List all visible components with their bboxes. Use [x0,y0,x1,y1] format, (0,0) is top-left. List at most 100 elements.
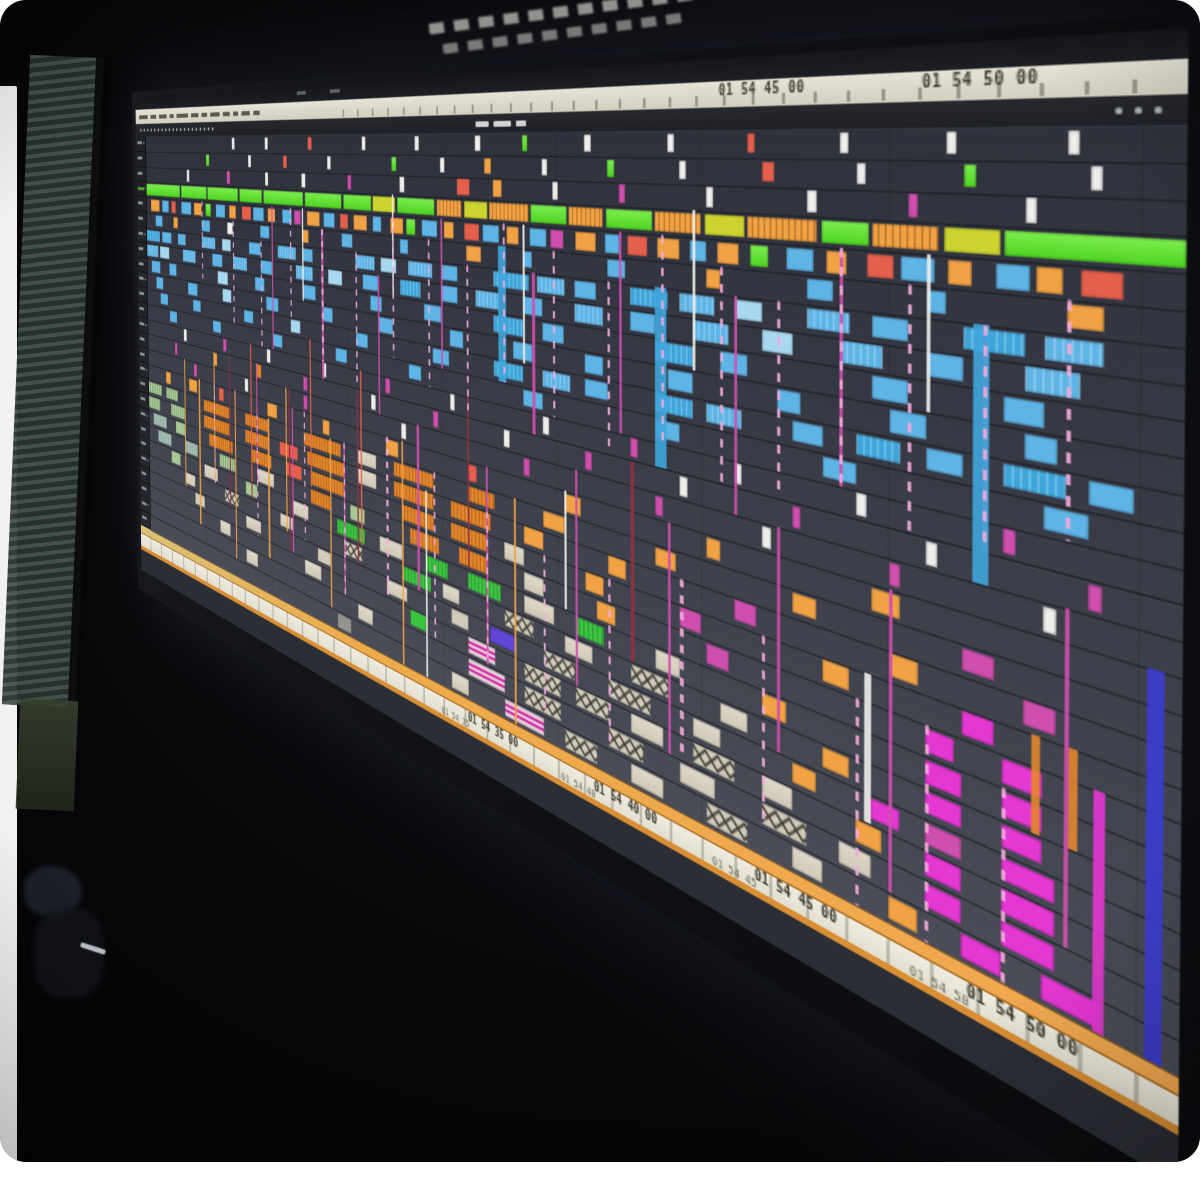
toolbar-button[interactable] [179,127,182,131]
track-header[interactable] [136,166,146,183]
timeline-clip[interactable] [762,525,771,550]
timeline-clip[interactable] [474,135,481,152]
timeline-clip[interactable] [866,253,894,279]
timeline-clip[interactable] [186,169,190,182]
timeline-clip[interactable] [254,277,265,292]
timeline-clip[interactable] [489,202,529,222]
timeline-clip[interactable] [260,225,270,240]
timeline-clip[interactable] [253,207,264,221]
timeline-clip[interactable] [361,136,366,151]
timeline-clip[interactable] [327,155,331,170]
timeline-clip[interactable] [716,242,740,265]
timeline-clip[interactable] [205,154,210,167]
toolbar-button[interactable] [515,119,527,126]
timeline-clip[interactable] [162,200,169,213]
timeline-clip[interactable] [630,438,639,459]
timeline-clip[interactable] [223,338,227,352]
timeline-clip[interactable] [205,203,211,217]
timeline-clip[interactable] [181,185,207,200]
timeline-clip[interactable] [175,420,186,437]
timeline-clip[interactable] [244,378,249,392]
timeline-clip[interactable] [188,282,198,297]
sync-bead-chain[interactable] [923,724,929,944]
track-header[interactable] [136,151,146,167]
clip-edge-marker[interactable] [563,490,567,610]
timeline-clip[interactable] [873,223,938,251]
timeline-clip[interactable] [855,492,866,518]
timeline-clip[interactable] [174,342,178,356]
timeline-clip[interactable] [160,292,169,306]
timeline-clip[interactable] [301,173,306,188]
timeline-clip[interactable] [457,178,470,196]
timeline-clip[interactable] [217,271,228,286]
toolbar-button[interactable] [187,127,190,131]
timeline-clip[interactable] [178,233,186,246]
timeline-clip[interactable] [328,269,342,286]
timeline-clip[interactable] [290,318,301,335]
timeline-clip[interactable] [408,363,422,382]
timeline-clip[interactable] [303,376,308,392]
timeline-clip[interactable] [372,216,382,232]
clip-edge-marker[interactable] [925,254,931,414]
timeline-clip[interactable] [282,155,287,169]
timeline-clip[interactable] [747,132,755,154]
timeline-clip[interactable] [370,295,383,313]
timeline-clip[interactable] [706,187,713,208]
timeline-clip[interactable] [171,200,176,213]
toolbar-button[interactable] [1115,107,1123,115]
timeline-clip[interactable] [604,233,619,254]
timeline-clip[interactable] [995,263,1029,291]
toolbar-button[interactable] [161,128,163,132]
timeline-clip[interactable] [667,369,693,394]
timeline-clip[interactable] [530,204,567,225]
menu-item[interactable] [233,110,239,116]
timeline-clip[interactable] [212,319,222,334]
timeline-clip[interactable] [397,197,435,216]
timeline-clip[interactable] [323,212,335,228]
timeline-clip[interactable] [1003,396,1046,429]
timeline-clip[interactable] [706,268,720,290]
timeline-clip[interactable] [183,329,187,342]
timeline-clip[interactable] [1024,366,1081,400]
timeline-clip[interactable] [339,213,349,229]
menu-item[interactable] [139,114,148,119]
timeline-clip[interactable] [248,154,252,168]
timeline-clip[interactable] [222,288,232,303]
timeline-clip[interactable] [424,304,441,323]
timeline-clip[interactable] [449,329,464,349]
clip-edge-marker[interactable] [863,671,871,824]
timeline-clip[interactable] [181,201,192,215]
track-button[interactable] [146,414,149,417]
timeline-clip[interactable] [193,202,202,216]
timeline-clip[interactable] [627,235,648,256]
timeline-clip[interactable] [439,156,445,173]
toolbar-button[interactable] [191,127,194,131]
timeline-clip[interactable] [443,221,454,239]
timeline-clip[interactable] [926,352,964,382]
timeline-clip[interactable] [680,476,688,498]
timeline-clip[interactable] [239,188,262,204]
timeline-clip[interactable] [322,419,330,436]
timeline-clip[interactable] [303,394,308,410]
toolbar-button[interactable] [140,128,142,132]
timeline-clip[interactable] [1081,269,1123,300]
menu-item[interactable] [190,112,199,117]
timeline-clip[interactable] [563,493,582,517]
sync-bead-chain[interactable] [762,634,766,830]
timeline-clip[interactable] [341,233,353,249]
track-header[interactable] [137,241,147,259]
timeline-clip[interactable] [482,224,500,243]
timeline-clip[interactable] [166,371,171,385]
timeline-clip[interactable] [264,137,268,151]
timeline-clip[interactable] [679,292,715,317]
timeline-clip[interactable] [146,229,161,243]
sync-bead-chain[interactable] [608,577,612,751]
timeline-clip[interactable] [706,536,720,561]
timeline-clip[interactable] [704,214,745,238]
toolbar-button[interactable] [475,120,489,127]
clip-edge-marker[interactable] [1068,746,1079,853]
toolbar-button[interactable] [183,127,186,131]
timeline-clip[interactable] [945,130,958,155]
timeline-clip[interactable] [260,260,273,276]
clip-edge-marker[interactable] [618,231,622,434]
